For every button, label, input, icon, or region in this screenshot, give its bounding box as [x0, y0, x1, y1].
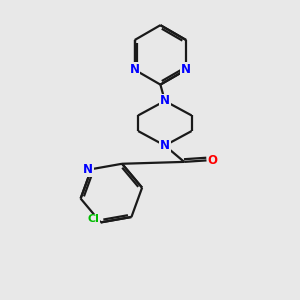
- Text: N: N: [160, 139, 170, 152]
- Text: N: N: [181, 63, 191, 76]
- Text: N: N: [83, 163, 93, 176]
- Text: N: N: [130, 63, 140, 76]
- Text: N: N: [160, 94, 170, 107]
- Text: O: O: [207, 154, 218, 167]
- Text: Cl: Cl: [87, 214, 99, 224]
